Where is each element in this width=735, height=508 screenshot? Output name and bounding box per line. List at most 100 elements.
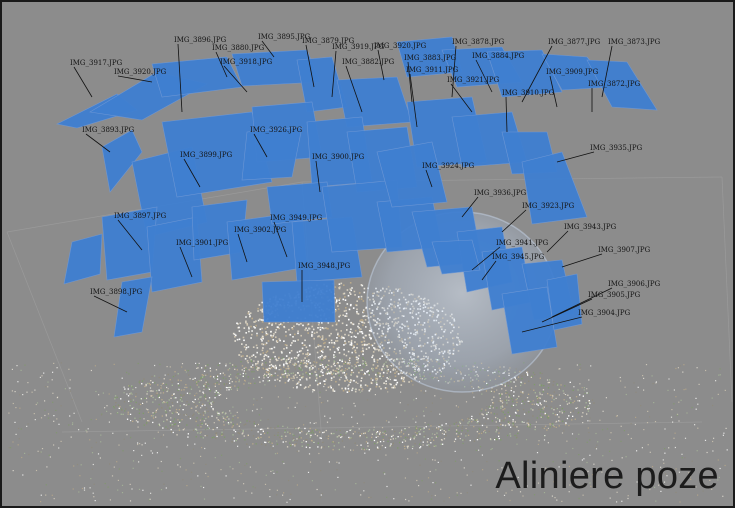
cloud-point: [330, 432, 332, 435]
cloud-point: [366, 436, 368, 439]
cloud-point: [363, 490, 365, 492]
cloud-point: [222, 377, 224, 379]
camera-plane[interactable]: [241, 126, 303, 181]
cloud-point: [113, 406, 115, 408]
camera-plane[interactable]: [151, 56, 243, 98]
cloud-point: [353, 402, 355, 404]
cloud-point: [285, 362, 287, 365]
cloud-point: [526, 373, 529, 375]
cloud-point: [512, 424, 514, 426]
cloud-point: [543, 406, 545, 408]
cloud-point: [230, 378, 232, 380]
camera-plane[interactable]: [521, 151, 588, 225]
cloud-point: [471, 421, 473, 423]
cloud-point: [321, 375, 323, 377]
cloud-point: [341, 365, 343, 367]
cloud-point: [539, 402, 541, 404]
cloud-point: [305, 433, 308, 435]
cloud-point: [359, 364, 361, 366]
camera-plane[interactable]: [101, 129, 143, 193]
cloud-point: [377, 459, 379, 461]
cloud-point: [363, 291, 366, 294]
cloud-point: [250, 366, 252, 368]
cloud-point: [489, 407, 491, 409]
cloud-point: [555, 421, 557, 423]
camera-label: IMG_3924.JPG: [422, 162, 475, 170]
cloud-point: [19, 407, 21, 409]
cloud-point: [328, 363, 330, 366]
cloud-point: [404, 429, 406, 431]
cloud-point: [306, 324, 309, 326]
camera-plane[interactable]: [146, 216, 203, 293]
cloud-point: [558, 466, 560, 468]
cloud-point: [320, 402, 323, 404]
cloud-point: [255, 364, 257, 366]
cloud-point: [267, 418, 269, 421]
cloud-point: [8, 412, 10, 414]
cloud-point: [309, 384, 311, 387]
cloud-point: [287, 373, 289, 375]
cloud-point: [400, 372, 402, 374]
cloud-point: [242, 372, 244, 375]
cloud-point: [277, 425, 279, 427]
cloud-point: [237, 386, 239, 389]
cloud-point: [697, 427, 699, 429]
cloud-point: [169, 421, 172, 423]
cloud-point: [313, 422, 315, 424]
cloud-point: [325, 378, 327, 381]
camera-plane[interactable]: [113, 276, 153, 338]
cloud-point: [527, 393, 530, 395]
cloud-point: [392, 365, 394, 367]
cloud-point: [387, 370, 389, 372]
cloud-point: [340, 330, 342, 332]
cloud-point: [200, 426, 202, 428]
cloud-point: [342, 298, 345, 301]
cloud-point: [94, 500, 96, 502]
camera-plane[interactable]: [501, 286, 558, 355]
cloud-point: [664, 448, 666, 450]
cloud-point: [204, 435, 206, 437]
cloud-point: [287, 365, 289, 367]
cloud-point: [246, 360, 249, 362]
cloud-point: [260, 436, 262, 439]
camera-plane[interactable]: [376, 141, 448, 208]
cloud-point: [293, 439, 296, 442]
cloud-point: [427, 423, 429, 426]
cloud-point: [363, 373, 365, 376]
cloud-point: [724, 389, 726, 391]
cloud-point: [319, 336, 322, 338]
cloud-point: [221, 454, 223, 456]
cloud-point: [549, 426, 551, 428]
cloud-point: [334, 361, 336, 363]
cloud-point: [587, 392, 589, 394]
cloud-point: [256, 366, 258, 368]
cloud-point: [338, 367, 340, 369]
cloud-point: [505, 396, 507, 398]
camera-plane[interactable]: [261, 279, 336, 323]
cloud-point: [268, 379, 271, 382]
cloud-point: [563, 411, 565, 413]
cloud-point: [33, 413, 35, 415]
cloud-point: [357, 358, 359, 361]
cloud-point: [362, 349, 364, 352]
camera-plane[interactable]: [63, 233, 103, 285]
cloud-point: [236, 373, 238, 376]
cloud-point: [269, 373, 271, 375]
cloud-point: [152, 412, 154, 414]
cloud-point: [377, 372, 379, 374]
cloud-point: [304, 339, 306, 342]
cloud-point: [435, 482, 437, 484]
camera-plane[interactable]: [431, 239, 481, 275]
camera-plane[interactable]: [586, 59, 658, 111]
cloud-point: [672, 421, 674, 423]
cloud-point: [663, 481, 666, 483]
cloud-point: [196, 381, 198, 383]
cloud-point: [45, 494, 47, 496]
cloud-point: [439, 413, 441, 415]
cloud-point: [277, 431, 279, 434]
cloud-point: [531, 375, 533, 377]
cloud-point: [386, 496, 388, 498]
cloud-point: [497, 427, 500, 429]
